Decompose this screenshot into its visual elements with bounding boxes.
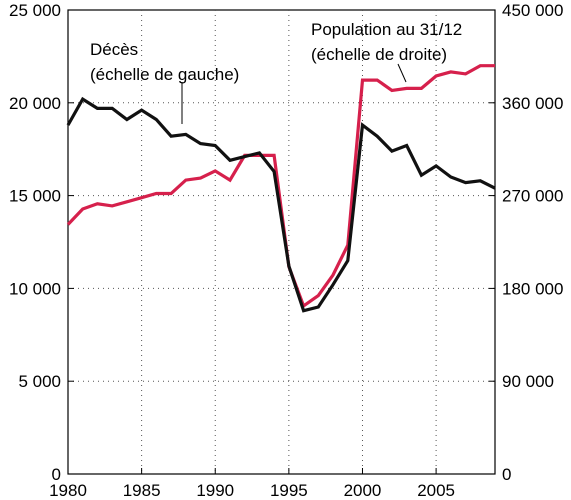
population-annotation-line2: (échelle de droite) (311, 45, 447, 64)
left-tick-label: 5 000 (18, 372, 61, 391)
x-tick-label: 1995 (270, 481, 308, 500)
x-tick-label: 2000 (344, 481, 382, 500)
right-tick-label: 180 000 (502, 279, 563, 298)
left-tick-label: 20 000 (9, 94, 61, 113)
left-tick-label: 10 000 (9, 279, 61, 298)
x-tick-label: 2005 (417, 481, 455, 500)
left-tick-label: 0 (52, 465, 61, 484)
x-tick-label: 1980 (49, 481, 87, 500)
left-tick-label: 15 000 (9, 187, 61, 206)
right-tick-label: 450 000 (502, 1, 563, 20)
deces-annotation-line1: Décès (90, 40, 138, 59)
deces-line (66, 96, 496, 313)
deces-annotation-line2: (échelle de gauche) (90, 65, 239, 84)
x-tick-label: 1985 (123, 481, 161, 500)
x-tick-label: 1990 (196, 481, 234, 500)
right-axis: 0 90 000 180 000 270 000 360 000 450 000 (489, 1, 563, 484)
right-tick-label: 360 000 (502, 94, 563, 113)
plot-frame (67, 9, 496, 475)
population-line (66, 64, 495, 309)
gridlines (68, 10, 495, 474)
right-tick-label: 270 000 (502, 187, 563, 206)
population-annotation-leader (397, 63, 407, 83)
left-tick-label: 25 000 (9, 1, 61, 20)
right-tick-label: 0 (502, 465, 511, 484)
left-axis: 0 5 000 10 000 15 000 20 000 25 000 (9, 1, 74, 484)
series-lines (66, 64, 496, 313)
right-tick-label: 90 000 (502, 372, 554, 391)
population-annotation-line1: Population au 31/12 (311, 20, 462, 39)
x-axis: 1980 1985 1990 1995 2000 2005 (49, 468, 455, 500)
